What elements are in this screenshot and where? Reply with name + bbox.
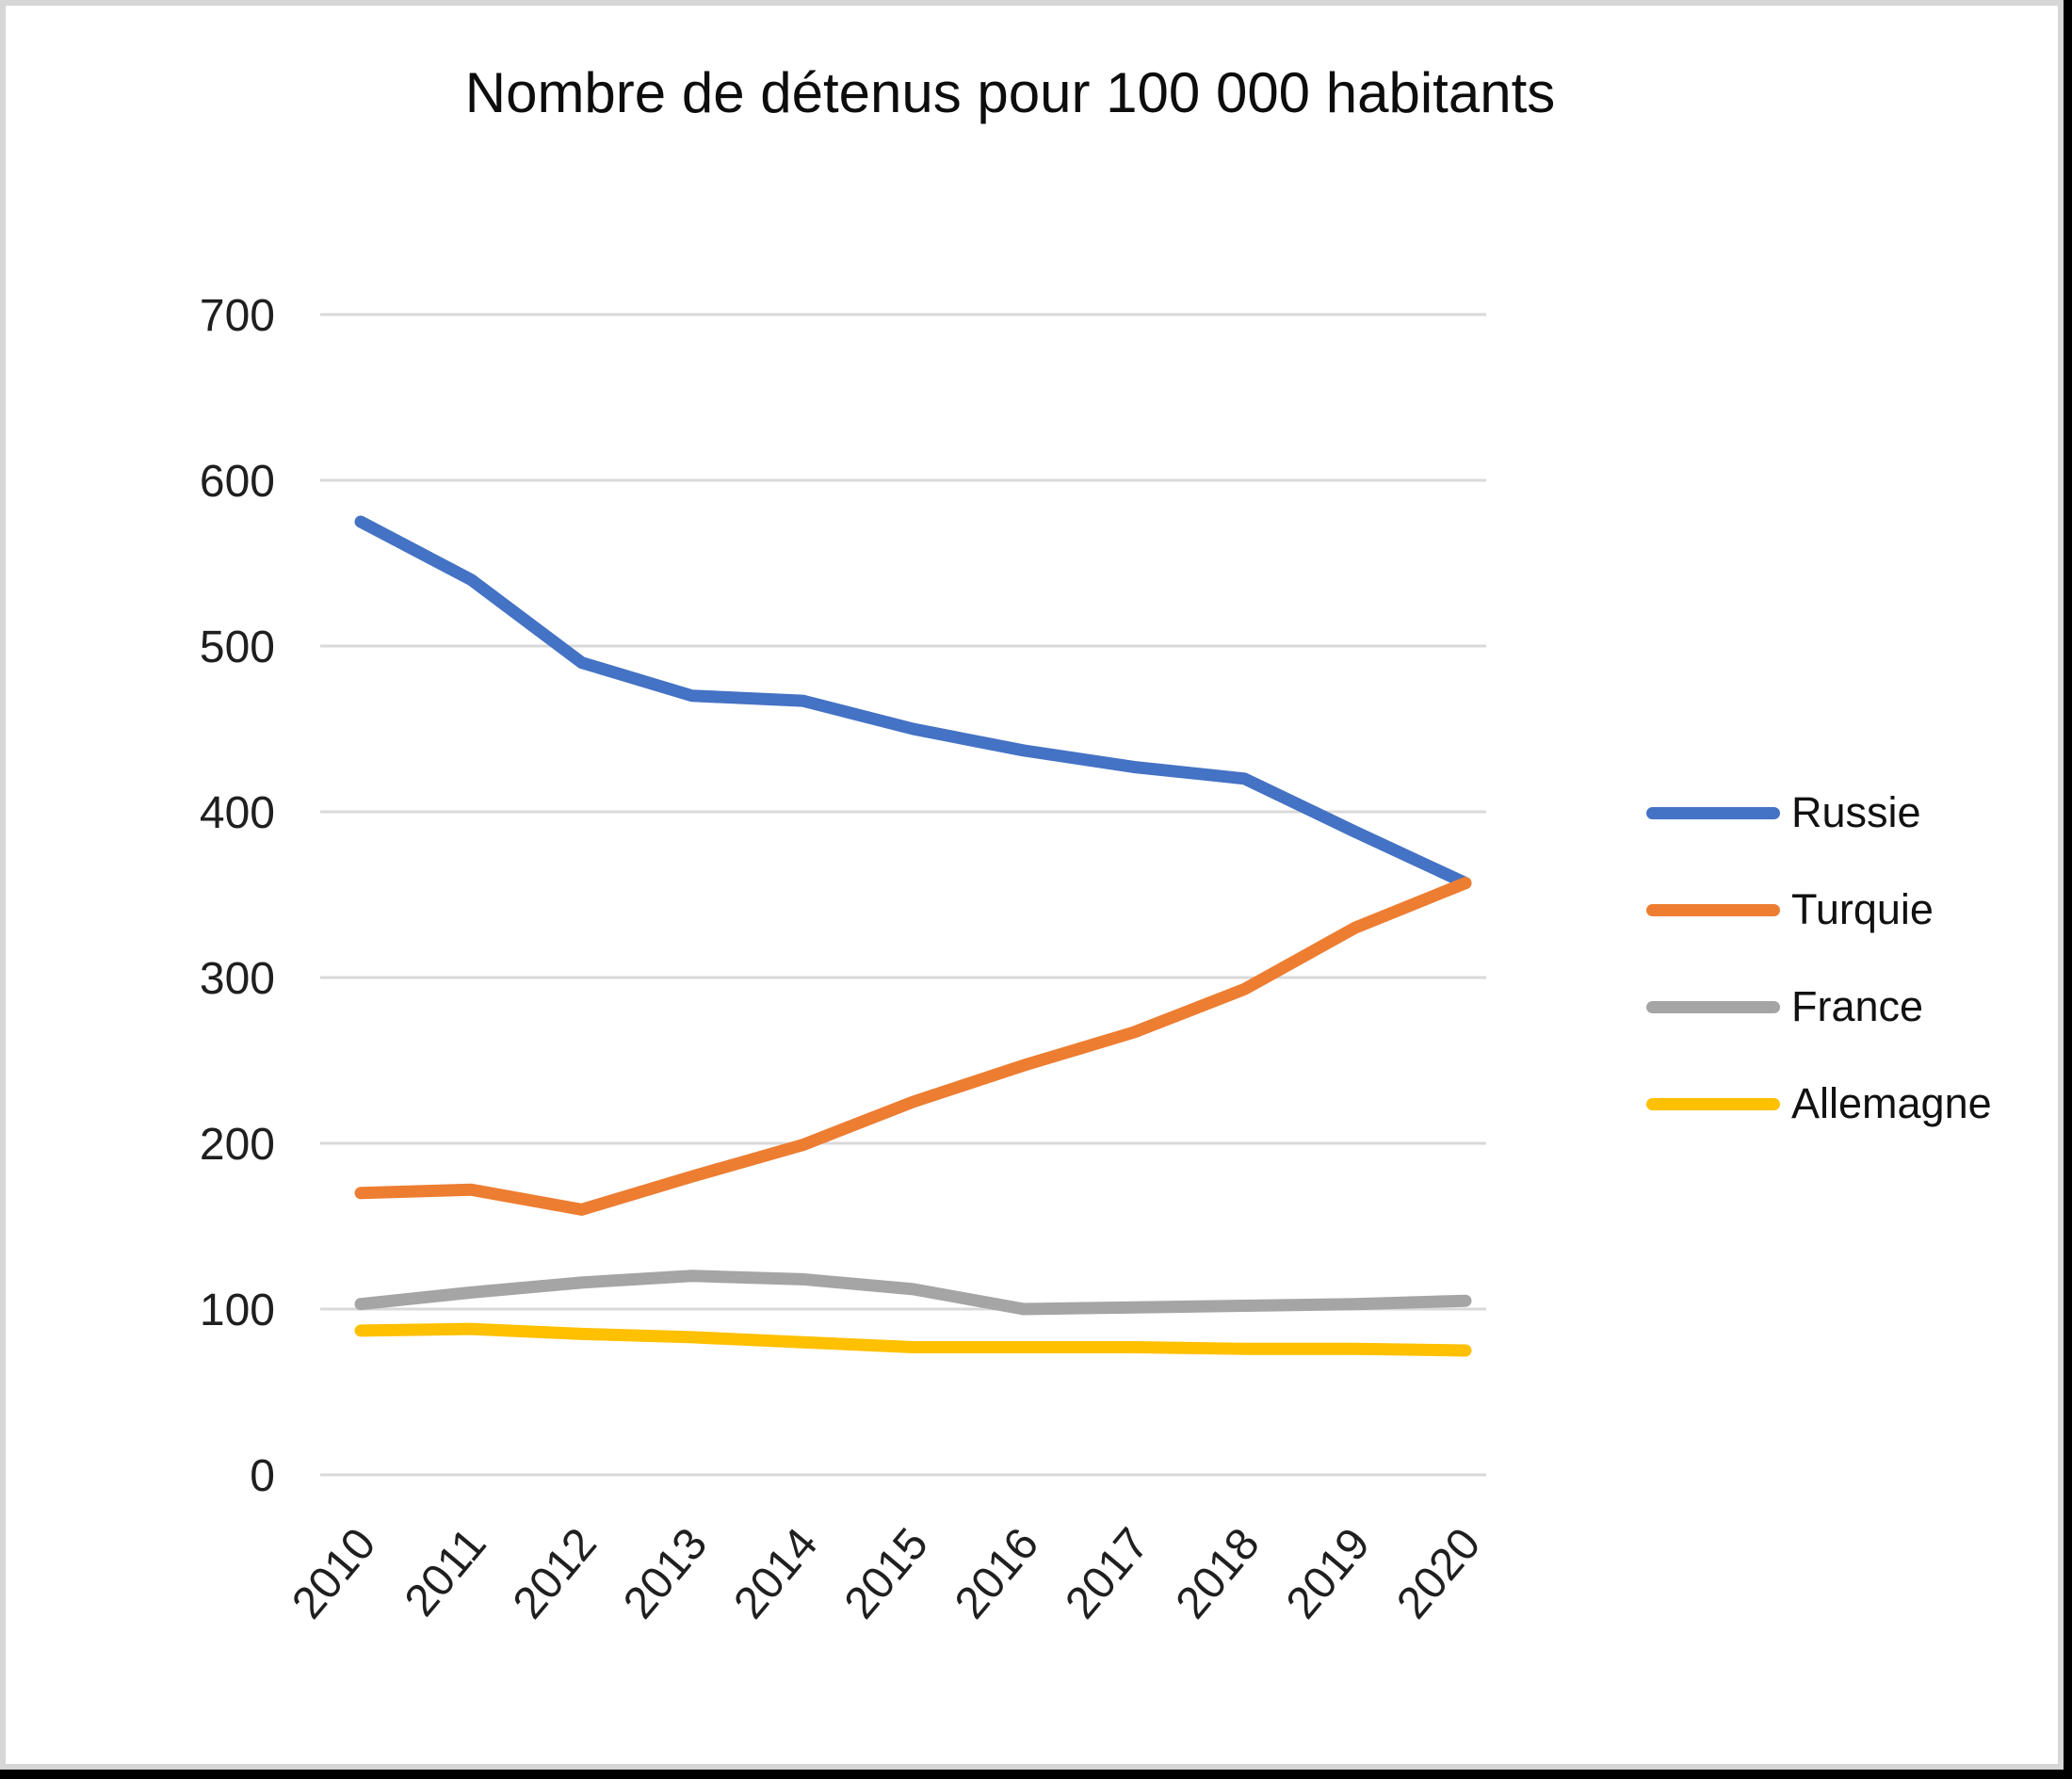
y-axis-tick-label-0: 0 [250,1451,275,1501]
series-line-france [354,1270,1472,1316]
legend-swatch-france [1646,1000,1780,1013]
x-axis-tick-label-2010: 2010 [283,1519,385,1628]
legend-label-russie: Russie [1791,788,1921,836]
chart-legend: Russie Turquie France Allemagne [1646,786,1992,1130]
x-axis-tick-label-2013: 2013 [614,1519,717,1628]
x-axis-tick-label-2020: 2020 [1387,1519,1490,1628]
legend-label-turquie: Turquie [1791,885,1934,933]
y-axis-tick-label-500: 500 [200,623,275,672]
legend-label-france: France [1791,982,1924,1030]
legend-item-allemagne: Allemagne [1646,1077,1992,1130]
chart-title: Nombre de détenus pour 100 000 habitants [464,61,1556,124]
legend-item-france: France [1646,980,1992,1033]
legend-item-russie: Russie [1646,786,1992,839]
series-line-russie [354,515,1472,890]
x-axis-tick-label-2012: 2012 [504,1519,607,1628]
x-axis-tick-label-2019: 2019 [1277,1519,1380,1628]
x-axis-tick-label-2014: 2014 [724,1519,827,1628]
x-axis-tick-label-2018: 2018 [1167,1519,1270,1628]
y-axis-tick-label-400: 400 [200,788,275,838]
series-line-allemagne [354,1322,1472,1357]
x-axis-tick-label-2016: 2016 [946,1519,1048,1628]
legend-item-turquie: Turquie [1646,883,1992,936]
legend-swatch-russie [1646,806,1780,819]
y-axis-tick-label-300: 300 [200,954,275,1004]
legend-swatch-allemagne [1646,1097,1780,1110]
legend-swatch-turquie [1646,903,1780,916]
x-axis-tick-label-2011: 2011 [396,1519,496,1625]
series-line-turquie [354,877,1472,1216]
y-axis-tick-label-600: 600 [200,457,275,507]
x-axis-tick-label-2015: 2015 [835,1519,938,1628]
x-axis-tick-label-2017: 2017 [1056,1519,1158,1628]
y-axis-tick-label-100: 100 [200,1286,275,1335]
y-axis-tick-label-700: 700 [200,291,275,341]
y-axis-tick-label-200: 200 [200,1120,275,1170]
legend-label-allemagne: Allemagne [1791,1079,1992,1127]
